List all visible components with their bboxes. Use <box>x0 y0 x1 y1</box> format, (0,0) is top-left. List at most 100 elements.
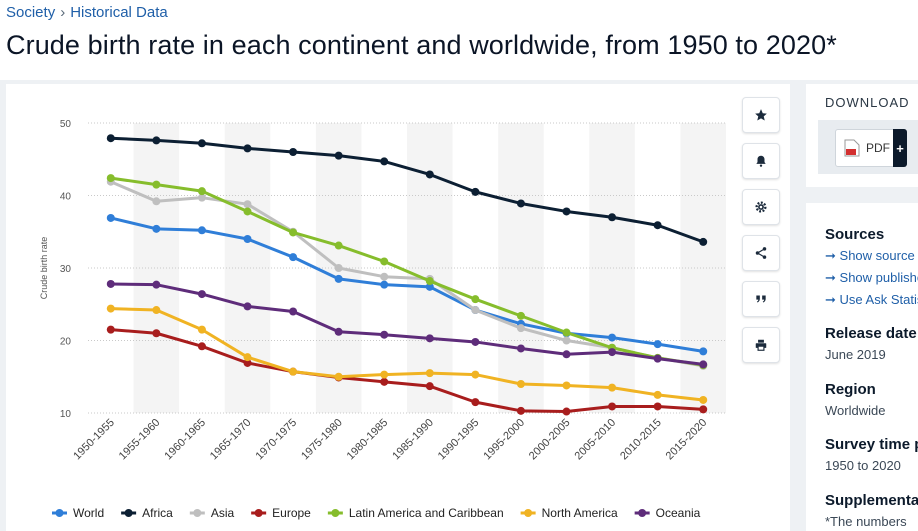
x-tick-label: 1995-2000 <box>481 417 527 463</box>
data-point <box>152 180 161 189</box>
quote-icon <box>756 295 766 303</box>
printer-icon <box>755 339 767 351</box>
data-point <box>562 336 571 345</box>
data-point <box>425 277 434 286</box>
data-point <box>516 380 525 388</box>
data-point <box>197 193 206 202</box>
column-band <box>133 123 180 413</box>
data-point <box>562 328 571 337</box>
share-icon <box>755 247 767 259</box>
breadcrumb-separator: › <box>60 4 66 21</box>
x-tick-label: 2000-2005 <box>527 417 573 463</box>
data-point <box>197 342 206 351</box>
data-point <box>334 151 343 160</box>
data-point <box>197 226 206 235</box>
release-date-title: Release date <box>825 325 917 342</box>
x-tick-label: 1965-1970 <box>208 417 254 463</box>
data-point <box>562 350 571 359</box>
data-point <box>699 395 708 404</box>
x-tick-label: 2015-2020 <box>664 417 710 463</box>
data-point <box>334 241 343 250</box>
data-point <box>243 144 252 153</box>
ask-statista-label: Use Ask Statista <box>839 292 918 307</box>
y-tick-label: 30 <box>60 264 72 275</box>
data-point <box>653 390 662 399</box>
favorite-button[interactable] <box>742 97 780 133</box>
data-point <box>152 224 161 233</box>
data-point <box>699 237 708 246</box>
arrow-right-icon: ➞ <box>825 292 836 307</box>
release-date-value: June 2019 <box>825 347 886 362</box>
data-point <box>380 280 389 289</box>
data-point <box>608 333 617 342</box>
notification-button[interactable] <box>742 143 780 179</box>
region-value: Worldwide <box>825 403 886 418</box>
legend-item: Latin America and Caribbean <box>327 506 504 520</box>
data-point <box>471 398 480 407</box>
data-point <box>699 360 708 369</box>
data-point <box>197 325 206 334</box>
arrow-right-icon: ➞ <box>825 248 836 263</box>
legend-label: Asia <box>211 506 235 520</box>
legend-item: Africa <box>121 506 173 520</box>
legend-label: Europe <box>272 506 311 520</box>
legend-item: Asia <box>189 506 235 520</box>
print-button[interactable] <box>742 327 780 363</box>
series-north-america <box>106 304 708 404</box>
data-point <box>425 334 434 343</box>
breadcrumb-item-historical-data[interactable]: Historical Data <box>70 4 168 21</box>
pdf-download-button[interactable]: PDF + <box>835 129 907 167</box>
data-point <box>471 337 480 346</box>
show-publisher-label: Show publisher <box>839 270 918 285</box>
data-point <box>334 372 343 381</box>
pdf-file-icon <box>844 139 860 157</box>
legend-swatch-dot <box>331 509 340 517</box>
ask-statista-link[interactable]: ➞ Use Ask Statista <box>825 292 918 308</box>
data-point <box>152 280 161 289</box>
data-point <box>471 187 480 196</box>
show-publisher-link[interactable]: ➞ Show publisher <box>825 270 918 286</box>
x-tick-label: 1975-1980 <box>299 417 345 463</box>
data-point <box>699 347 708 356</box>
data-point <box>608 213 617 222</box>
series-africa <box>106 134 708 246</box>
data-point <box>197 290 206 299</box>
x-tick-label: 1985-1990 <box>390 417 436 463</box>
data-point <box>243 358 252 367</box>
series-line <box>110 176 704 367</box>
data-point <box>197 187 206 196</box>
data-point <box>562 407 571 416</box>
data-point <box>334 327 343 336</box>
data-point <box>243 353 252 362</box>
legend: World Africa Asia Europe Latin America and C… <box>52 506 701 520</box>
data-point <box>243 235 252 243</box>
download-title: DOWNLOAD <box>825 95 910 110</box>
data-point <box>562 381 571 390</box>
series-line <box>110 307 704 402</box>
y-tick-label: 40 <box>60 192 72 203</box>
data-point <box>152 329 161 338</box>
breadcrumb-item-society[interactable]: Society <box>6 4 56 21</box>
legend-label: Africa <box>142 506 173 520</box>
chart-card: 10 20 30 40 50 Crude birth rate 1950-1955 1955-… <box>6 84 790 531</box>
legend-swatch-dot <box>124 509 133 517</box>
y-axis-label: Crude birth rate <box>39 237 49 300</box>
data-point <box>516 199 525 208</box>
data-point <box>653 402 662 411</box>
x-tick-label: 1990-1995 <box>436 417 482 463</box>
line-chart: 10 20 30 40 50 Crude birth rate 1950-1955 1955-… <box>39 119 726 520</box>
series-oceania <box>106 279 708 369</box>
cite-button[interactable] <box>742 281 780 317</box>
data-point <box>653 354 662 363</box>
share-button[interactable] <box>742 235 780 271</box>
show-source-link[interactable]: ➞ Show source <box>825 248 915 264</box>
gear-icon <box>755 201 767 213</box>
y-tick-label: 10 <box>60 409 72 420</box>
data-point <box>289 307 298 316</box>
series-europe <box>106 325 708 416</box>
settings-button[interactable] <box>742 189 780 225</box>
data-point <box>380 257 389 266</box>
series-line <box>110 282 704 366</box>
x-tick-label: 1950-1955 <box>71 417 117 463</box>
data-point <box>699 405 708 414</box>
